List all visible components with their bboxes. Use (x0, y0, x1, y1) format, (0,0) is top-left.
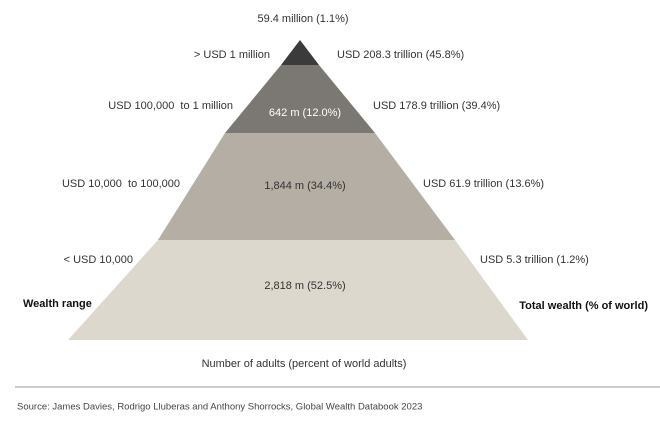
top-label: 59.4 million (1.1%) (257, 13, 348, 25)
tier-bottom (68, 240, 528, 340)
source: Source: James Davies, Rodrigo Lluberas a… (17, 402, 422, 413)
left-heading: Wealth range (23, 298, 92, 310)
wealth-range: > USD 1 million (194, 49, 270, 61)
tier-second (225, 65, 375, 133)
total-wealth: USD 61.9 trillion (13.6%) (423, 178, 544, 190)
wealth-range: USD 10,000 to 100,000 (62, 178, 180, 190)
tier-third (158, 133, 455, 240)
wealth-range: USD 100,000 to 1 million (108, 100, 233, 112)
bottom-label: Number of adults (percent of world adult… (202, 358, 407, 370)
total-wealth: USD 178.9 trillion (39.4%) (373, 100, 500, 112)
wealth-range: < USD 10,000 (64, 254, 133, 266)
right-heading: Total wealth (% of world) (519, 300, 648, 312)
tier-top (281, 40, 319, 65)
total-wealth: USD 208.3 trillion (45.8%) (337, 49, 464, 61)
total-wealth: USD 5.3 trillion (1.2%) (480, 254, 589, 266)
adults: 2,818 m (52.5%) (264, 280, 345, 292)
adults: 1,844 m (34.4%) (264, 180, 345, 192)
adults: 642 m (12.0%) (269, 107, 341, 119)
